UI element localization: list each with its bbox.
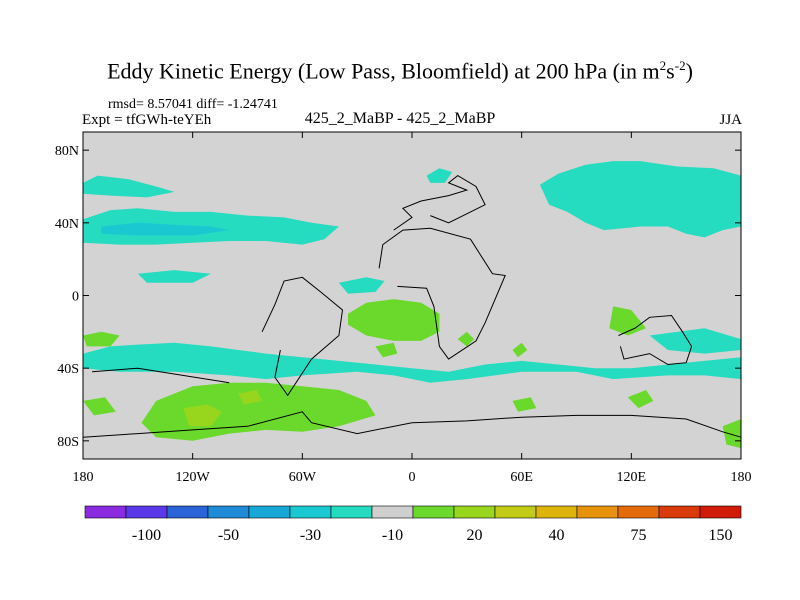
colorbar-box xyxy=(494,505,537,519)
center-label: 425_2_MaBP - 425_2_MaBP xyxy=(304,110,496,127)
x-tick-label: 180 xyxy=(731,470,752,485)
y-tick-label: 40N xyxy=(55,217,79,232)
chart-title-sup2: -2 xyxy=(674,58,686,73)
colorbar-label: -100 xyxy=(132,527,161,544)
colorbar-box xyxy=(84,505,127,519)
colorbar-label: -30 xyxy=(300,527,321,544)
expt-label: Expt = tfGWh-teYEh xyxy=(82,112,212,128)
coastline-5 xyxy=(92,367,230,384)
season-label: JJA xyxy=(719,112,742,128)
region-nh-west-cyan-upper xyxy=(83,175,175,198)
region-sh-green-lime xyxy=(183,404,222,427)
chart-title-main: Eddy Kinetic Energy (Low Pass, Bloomfiel… xyxy=(107,58,660,84)
colorbar-box xyxy=(330,505,373,519)
region-sh-green-lime-2 xyxy=(238,390,263,405)
coastline-3 xyxy=(82,411,742,438)
region-nh-east-cyan-small xyxy=(338,277,385,294)
region-sh-green-indian xyxy=(83,397,116,416)
coastline-1 xyxy=(378,227,506,360)
chart-title-mid: s xyxy=(666,58,675,84)
x-tick-label: 180 xyxy=(73,470,94,485)
region-trop-cyan-west xyxy=(137,270,211,283)
colorbar-box xyxy=(576,505,619,519)
region-indian-green-small xyxy=(512,342,528,358)
colorbar-box xyxy=(207,505,250,519)
y-tick-label: 0 xyxy=(72,290,79,305)
chart-title: Eddy Kinetic Energy (Low Pass, Bloomfiel… xyxy=(0,58,800,84)
colorbar-label: 150 xyxy=(709,527,733,544)
y-tick-label: 80S xyxy=(57,435,79,450)
colorbar-box xyxy=(535,505,578,519)
colorbar-box xyxy=(248,505,291,519)
x-tick-label: 0 xyxy=(409,470,416,485)
colorbar-label: 20 xyxy=(467,527,483,544)
x-tick-label: 120E xyxy=(617,470,647,485)
region-sw-pacific-green xyxy=(83,331,120,347)
colorbar-box xyxy=(617,505,660,519)
region-africa-green-south xyxy=(512,397,537,412)
region-sh-band-cyan xyxy=(83,342,741,383)
region-sa-green-2 xyxy=(457,331,475,347)
colorbar-box xyxy=(125,505,168,519)
region-nh-cyan-africa xyxy=(426,168,453,183)
y-tick-label: 40S xyxy=(57,362,79,377)
coastline-2 xyxy=(618,314,693,366)
colorbar-box xyxy=(412,505,455,519)
coastline-4 xyxy=(393,174,486,231)
colorbar-label: 40 xyxy=(549,527,565,544)
chart-title-end: ) xyxy=(685,58,693,84)
stats-label: rmsd= 8.57041 diff= -1.24741 xyxy=(108,97,278,112)
colorbar-box xyxy=(166,505,209,519)
colorbar-box xyxy=(371,505,414,519)
region-east-cyan-southern xyxy=(649,328,741,354)
region-nh-west-cyan-band xyxy=(83,208,339,245)
colorbar-label: -10 xyxy=(382,527,403,544)
region-nh-east-cyan xyxy=(539,161,741,238)
chart-title-sup1: 2 xyxy=(659,58,667,73)
x-tick-label: 60E xyxy=(510,470,533,485)
colorbar-box xyxy=(453,505,496,519)
x-tick-label: 60W xyxy=(289,470,317,485)
colorbar-box xyxy=(699,505,742,519)
region-pacific-green-mid xyxy=(375,342,398,358)
coastline-0 xyxy=(261,276,344,397)
region-india-green xyxy=(609,306,646,336)
region-aus-green xyxy=(627,390,654,409)
y-tick-label: 80N xyxy=(55,144,79,159)
colorbar-box xyxy=(289,505,332,519)
region-sa-green xyxy=(348,299,440,341)
colorbar-label: 75 xyxy=(631,527,647,544)
colorbar-label: -50 xyxy=(218,527,239,544)
colorbar-box xyxy=(658,505,701,519)
x-tick-label: 120W xyxy=(176,470,211,485)
region-nh-west-blue-core xyxy=(101,222,230,236)
